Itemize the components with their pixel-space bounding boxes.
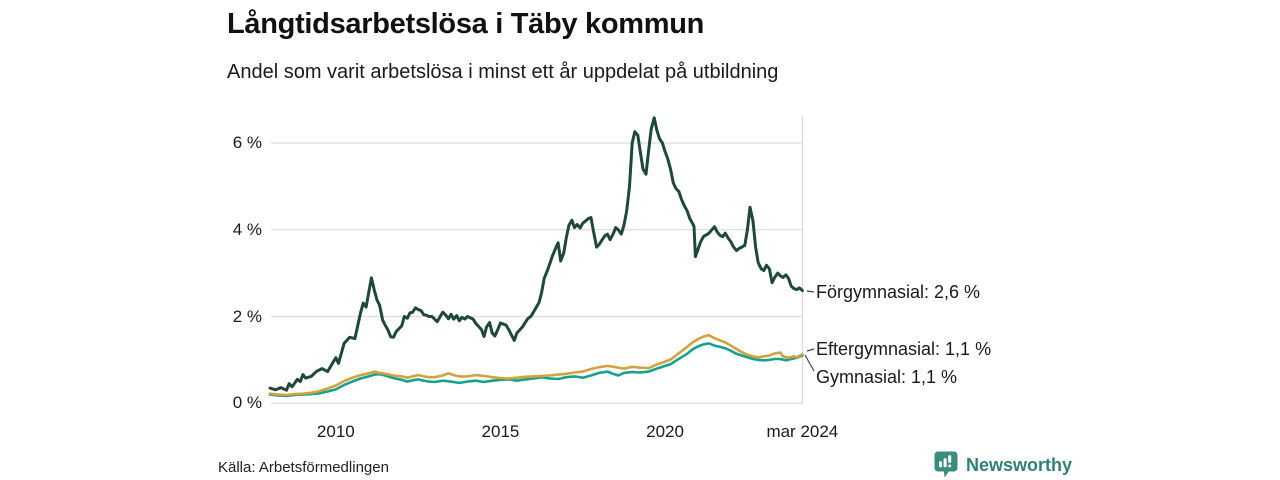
- newsworthy-wordmark: Newsworthy: [966, 454, 1073, 475]
- series-line-gymnasial: [268, 333, 804, 397]
- page-title: Långtidsarbetslösa i Täby kommun: [227, 8, 705, 40]
- label-connector-line: [806, 290, 815, 293]
- x-axis-tick-label: 2015: [481, 422, 520, 441]
- source-note: Källa: Arbetsförmedlingen: [218, 459, 389, 476]
- x-axis-tick-label: 2020: [646, 422, 684, 441]
- series-line-eftergymnasial: [268, 342, 804, 398]
- y-axis-tick-label: 6 %: [232, 133, 262, 152]
- series-end-label-forgymnasial: Förgymnasial: 2,6 %: [816, 282, 981, 302]
- speech-bubble-bar-chart-icon: [934, 451, 958, 478]
- series-end-label-eftergymnasial: Eftergymnasial: 1,1 %: [816, 339, 992, 359]
- series-end-label-gymnasial: Gymnasial: 1,1 %: [816, 367, 958, 387]
- y-axis-tick-label: 4 %: [232, 219, 262, 239]
- series-line-forgymnasial: [268, 116, 804, 392]
- label-connector-line: [806, 348, 815, 352]
- label-connector-line: [804, 354, 815, 372]
- y-axis-tick-label: 0 %: [232, 393, 262, 413]
- x-axis-tick-label: 2010: [316, 422, 355, 441]
- y-axis-tick-label: 2 %: [232, 306, 262, 326]
- x-axis-tick-label: mar 2024: [766, 422, 839, 441]
- page-subtitle: Andel som varit arbetslösa i minst ett å…: [227, 61, 779, 83]
- newsworthy-brand: Newsworthy: [934, 451, 1072, 479]
